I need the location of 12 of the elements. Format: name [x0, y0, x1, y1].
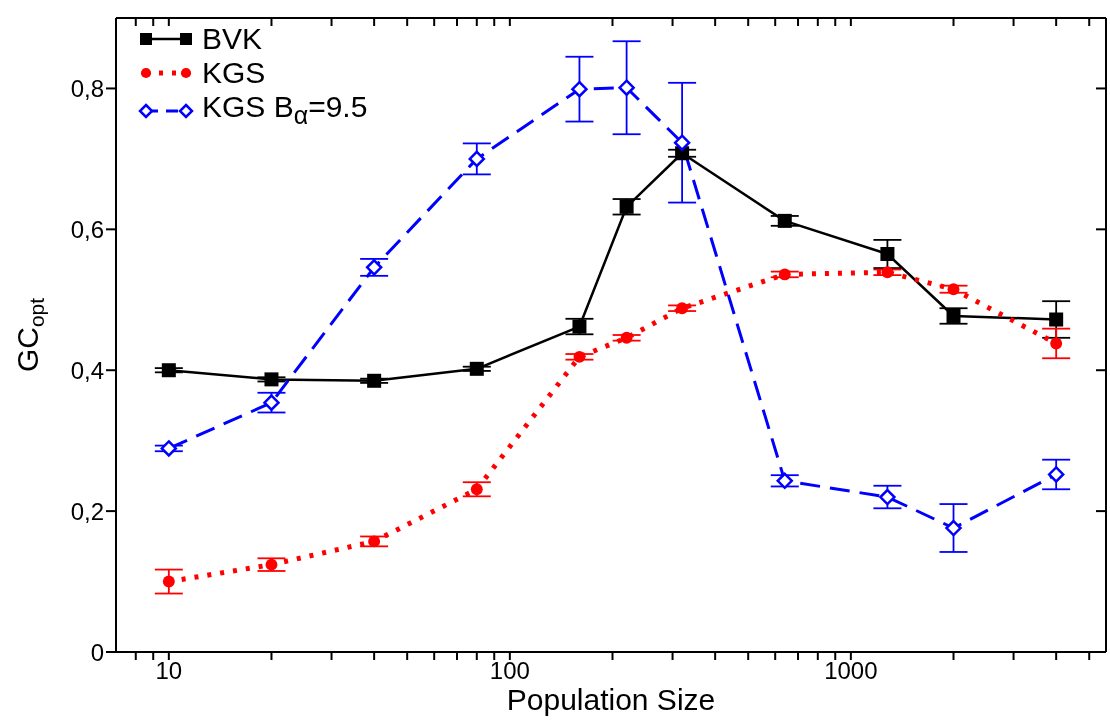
y-tick-label: 0,8 [70, 74, 104, 102]
x-tick-label: 100 [489, 657, 530, 685]
y-tick-label: 0,6 [70, 215, 104, 243]
y-tick-label: 0,4 [70, 356, 104, 384]
legend-label: BVK [202, 22, 263, 56]
x-axis-title: Population Size [506, 683, 716, 716]
x-tick-label: 1000 [824, 657, 878, 685]
y-tick-label: 0,2 [70, 497, 104, 525]
legend-label: KGS B$_{α}$=9.5 [202, 90, 368, 131]
x-tick-label: 10 [155, 657, 183, 685]
legend-label: KGS [202, 56, 266, 90]
y-tick-label: 0 [90, 638, 104, 666]
